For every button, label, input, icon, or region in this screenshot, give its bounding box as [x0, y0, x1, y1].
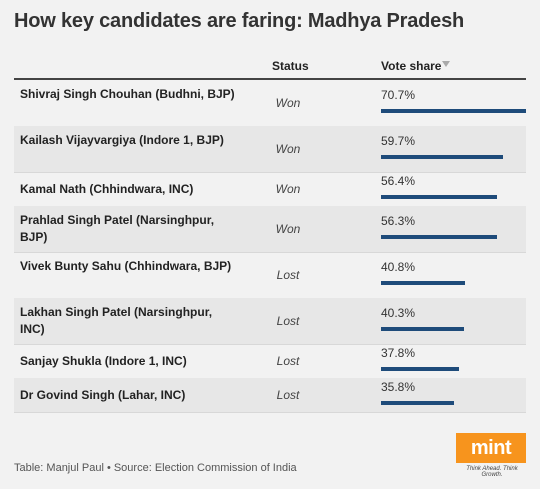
source-footer: Table: Manjul Paul • Source: Election Co…	[14, 462, 297, 474]
table-row: Shivraj Singh Chouhan (Budhni, BJP) Won 70…	[14, 80, 526, 127]
status-value: Lost	[276, 268, 300, 282]
candidate-name: Sanjay Shukla (Indore 1, INC)	[20, 354, 187, 368]
table-row: Kamal Nath (Chhindwara, INC) Won 56.4%	[14, 172, 526, 207]
candidate-name: Kamal Nath (Chhindwara, INC)	[20, 182, 194, 196]
status-value: Lost	[276, 388, 300, 402]
status-value: Won	[275, 142, 301, 156]
vote-share-column-header[interactable]: Vote share	[381, 59, 442, 73]
status-value: Won	[275, 96, 301, 110]
vote-share-label: 40.3%	[381, 306, 416, 320]
table-row: Sanjay Shukla (Indore 1, INC) Lost 37.8%	[14, 344, 526, 379]
candidate-name: Kailash Vijayvargiya (Indore 1, BJP)	[20, 133, 224, 147]
vote-share-bar	[381, 109, 526, 113]
status-value: Lost	[276, 354, 300, 368]
candidate-name: Dr Govind Singh (Lahar, INC)	[20, 388, 186, 402]
candidate-name: Prahlad Singh Patel (Narsinghpur, BJP)	[20, 213, 215, 244]
table-row: Prahlad Singh Patel (Narsinghpur, BJP) Wo…	[14, 206, 526, 253]
vote-share-label: 37.8%	[381, 346, 416, 360]
candidate-name: Shivraj Singh Chouhan (Budhni, BJP)	[20, 87, 235, 101]
vote-share-bar	[381, 401, 455, 405]
status-value: Won	[275, 222, 301, 236]
table-header: Status Vote share	[14, 52, 526, 80]
vote-share-label: 56.3%	[381, 214, 416, 228]
chart-title: How key candidates are faring: Madhya Pr…	[14, 10, 465, 32]
table-row: Kailash Vijayvargiya (Indore 1, BJP) Won 5…	[14, 126, 526, 173]
vote-share-bar	[381, 195, 497, 199]
vote-share-bar	[381, 281, 465, 285]
mint-logo: mint	[456, 433, 526, 463]
sort-descending-icon[interactable]	[442, 61, 450, 67]
vote-share-label: 40.8%	[381, 260, 416, 274]
candidate-name: Lakhan Singh Patel (Narsinghpur, INC)	[20, 305, 213, 336]
vote-share-label: 70.7%	[381, 88, 416, 102]
vote-share-label: 56.4%	[381, 174, 416, 188]
candidate-name: Vivek Bunty Sahu (Chhindwara, BJP)	[20, 259, 232, 273]
vote-share-label: 59.7%	[381, 134, 416, 148]
vote-share-bar	[381, 155, 504, 159]
status-column-header[interactable]: Status	[272, 59, 309, 73]
status-value: Won	[275, 182, 301, 196]
status-value: Lost	[276, 314, 300, 328]
table-row: Dr Govind Singh (Lahar, INC) Lost 35.8%	[14, 378, 526, 413]
vote-share-bar	[381, 367, 459, 371]
table-row: Lakhan Singh Patel (Narsinghpur, INC) Los…	[14, 298, 526, 345]
table-row: Vivek Bunty Sahu (Chhindwara, BJP) Lost 40…	[14, 252, 526, 299]
logo-tagline: Think Ahead. Think Growth.	[466, 466, 518, 478]
vote-share-bar	[381, 235, 497, 239]
vote-share-label: 35.8%	[381, 380, 416, 394]
vote-share-bar	[381, 327, 464, 331]
